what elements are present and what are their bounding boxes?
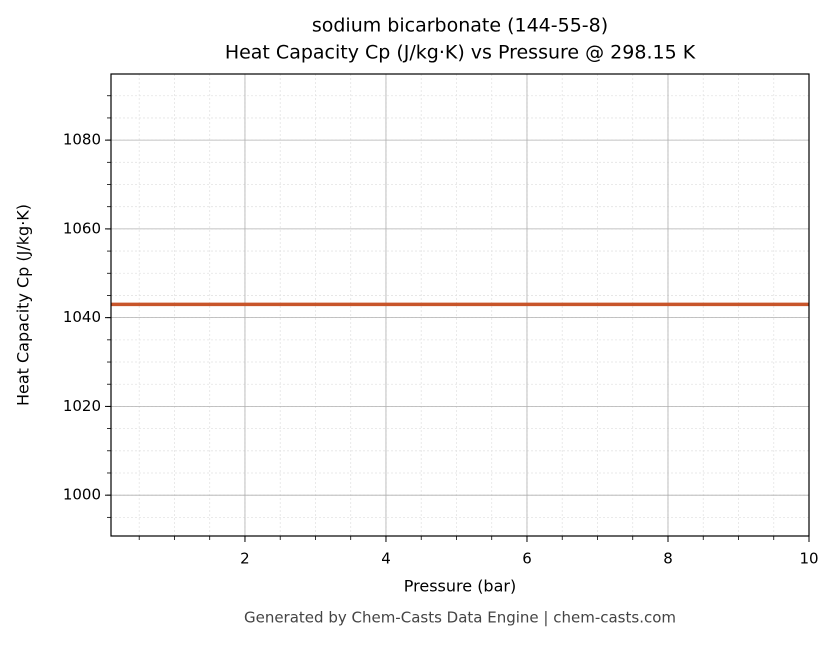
x-tick-label: 2 — [240, 550, 250, 568]
plot-frame — [110, 73, 810, 537]
y-tick-label: 1080 — [63, 131, 101, 149]
x-tick-label: 10 — [799, 550, 818, 568]
chart-subtitle: Heat Capacity Cp (J/kg·K) vs Pressure @ … — [225, 42, 696, 64]
y-tick-label: 1040 — [63, 308, 101, 326]
chart-title: sodium bicarbonate (144-55-8) — [312, 15, 608, 37]
x-axis-label: Pressure (bar) — [404, 577, 516, 596]
x-tick-label: 8 — [663, 550, 673, 568]
y-tick-label: 1000 — [63, 486, 101, 504]
y-tick-label: 1020 — [63, 397, 101, 415]
footer: Generated by Chem-Casts Data Engine | ch… — [244, 609, 676, 627]
y-tick-label: 1060 — [63, 219, 101, 237]
y-axis-label: Heat Capacity Cp (J/kg·K) — [14, 204, 33, 406]
x-tick-label: 6 — [522, 550, 532, 568]
x-tick-label: 4 — [381, 550, 391, 568]
